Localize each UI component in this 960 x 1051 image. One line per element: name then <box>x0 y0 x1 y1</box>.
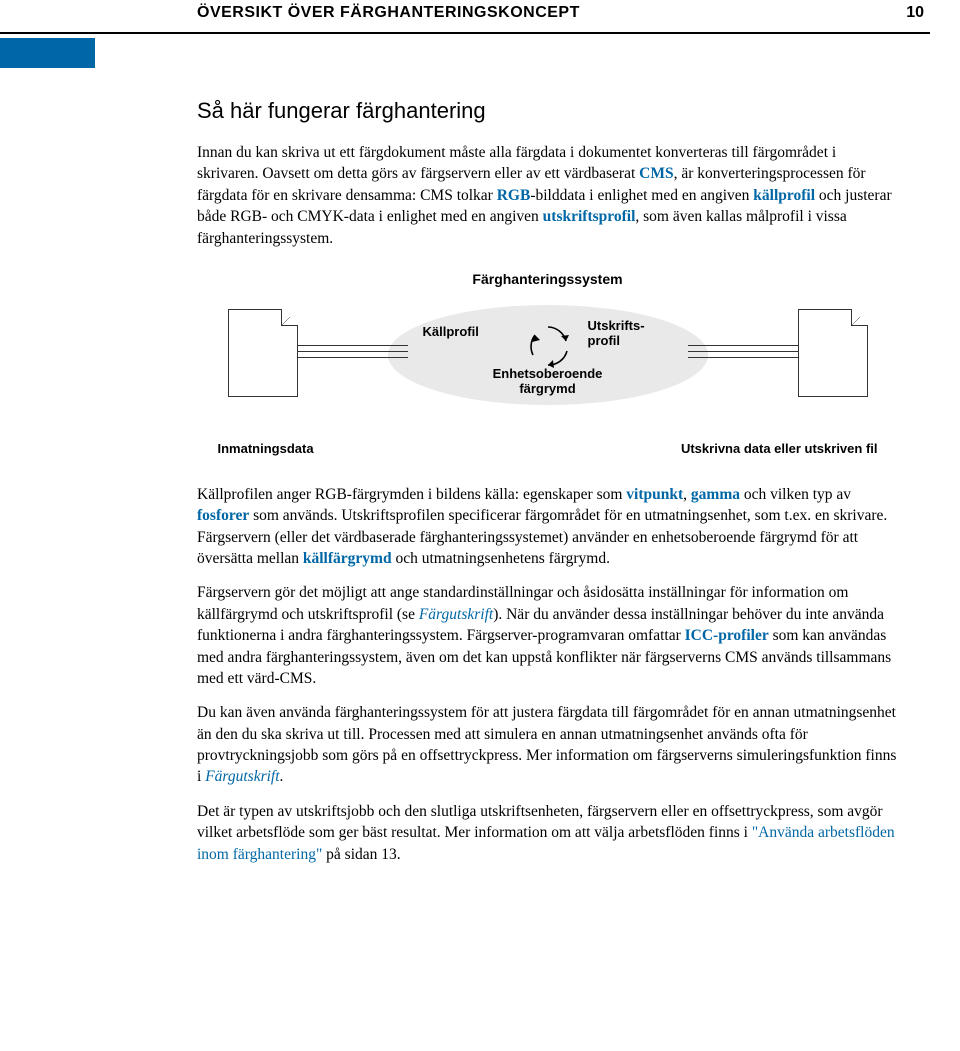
text: profil <box>588 333 621 348</box>
text: och vilken typ av <box>740 486 851 503</box>
header-title: ÖVERSIKT ÖVER FÄRGHANTERINGSKONCEPT <box>197 4 580 22</box>
diagram-canvas: Källprofil Utskrifts- profil Enhetsobero… <box>218 295 878 435</box>
text: på sidan 13. <box>322 846 400 863</box>
paragraph-4: Du kan även använda färghanteringssystem… <box>197 702 898 788</box>
label-source-profile: Källprofil <box>423 325 479 340</box>
label-output-profile: Utskrifts- profil <box>588 319 645 349</box>
glossary-term-phosphors[interactable]: fosforer <box>197 507 249 524</box>
connector-line <box>688 351 798 352</box>
text: och utmatningsenhetens färgrymd. <box>392 550 610 567</box>
page-number: 10 <box>906 4 924 22</box>
connector-line <box>298 345 408 346</box>
text: Du kan även använda färghanteringssystem… <box>197 704 896 785</box>
connector-line <box>688 357 798 358</box>
page-content: Så här fungerar färghantering Innan du k… <box>197 38 898 865</box>
running-header: ÖVERSIKT ÖVER FÄRGHANTERINGSKONCEPT 10 <box>0 0 960 34</box>
diagram-caption-row: Inmatningsdata Utskrivna data eller utsk… <box>218 441 878 456</box>
glossary-term-source-colorspace[interactable]: källfärgrymd <box>303 550 392 567</box>
page-fold-icon <box>282 309 298 325</box>
page-fold-icon <box>852 309 868 325</box>
diagram-title: Färghanteringssystem <box>197 271 898 287</box>
paragraph-1: Innan du kan skriva ut ett färgdokument … <box>197 142 898 249</box>
glossary-term-icc-profiles[interactable]: ICC-profiler <box>685 627 769 644</box>
crossref-color-printing[interactable]: Färgutskrift <box>205 768 279 785</box>
crossref-color-printing[interactable]: Färgutskrift <box>419 606 493 623</box>
text: Källprofilen anger RGB-färgrymden i bild… <box>197 486 626 503</box>
cms-diagram: Färghanteringssystem Källprofil Utskrift… <box>197 271 898 456</box>
section-tab <box>0 38 95 68</box>
glossary-term-rgb[interactable]: RGB <box>497 187 531 204</box>
glossary-term-output-profile[interactable]: utskriftsprofil <box>543 208 636 225</box>
text: Utskrifts- <box>588 318 645 333</box>
output-document-icon <box>798 309 868 397</box>
glossary-term-cms[interactable]: CMS <box>639 165 673 182</box>
header-rule <box>0 32 930 34</box>
section-heading: Så här fungerar färghantering <box>197 98 898 124</box>
text: färgrymd <box>519 381 575 396</box>
label-pcs: Enhetsoberoende färgrymd <box>478 367 618 397</box>
caption-output: Utskrivna data eller utskriven fil <box>681 441 878 456</box>
paragraph-3: Färgservern gör det möjligt att ange sta… <box>197 582 898 689</box>
text: . <box>280 768 284 785</box>
document-page: ÖVERSIKT ÖVER FÄRGHANTERINGSKONCEPT 10 S… <box>0 0 960 865</box>
caption-input: Inmatningsdata <box>218 441 314 456</box>
paragraph-2: Källprofilen anger RGB-färgrymden i bild… <box>197 484 898 570</box>
text: , <box>683 486 691 503</box>
connector-line <box>688 345 798 346</box>
conversion-cycle-icon <box>523 321 573 371</box>
connector-line <box>298 357 408 358</box>
paragraph-5: Det är typen av utskriftsjobb och den sl… <box>197 801 898 865</box>
glossary-term-whitepoint[interactable]: vitpunkt <box>626 486 683 503</box>
glossary-term-source-profile[interactable]: källprofil <box>753 187 815 204</box>
glossary-term-gamma[interactable]: gamma <box>691 486 740 503</box>
connector-line <box>298 351 408 352</box>
text: -bilddata i enlighet med en angiven <box>530 187 753 204</box>
input-document-icon <box>228 309 298 397</box>
